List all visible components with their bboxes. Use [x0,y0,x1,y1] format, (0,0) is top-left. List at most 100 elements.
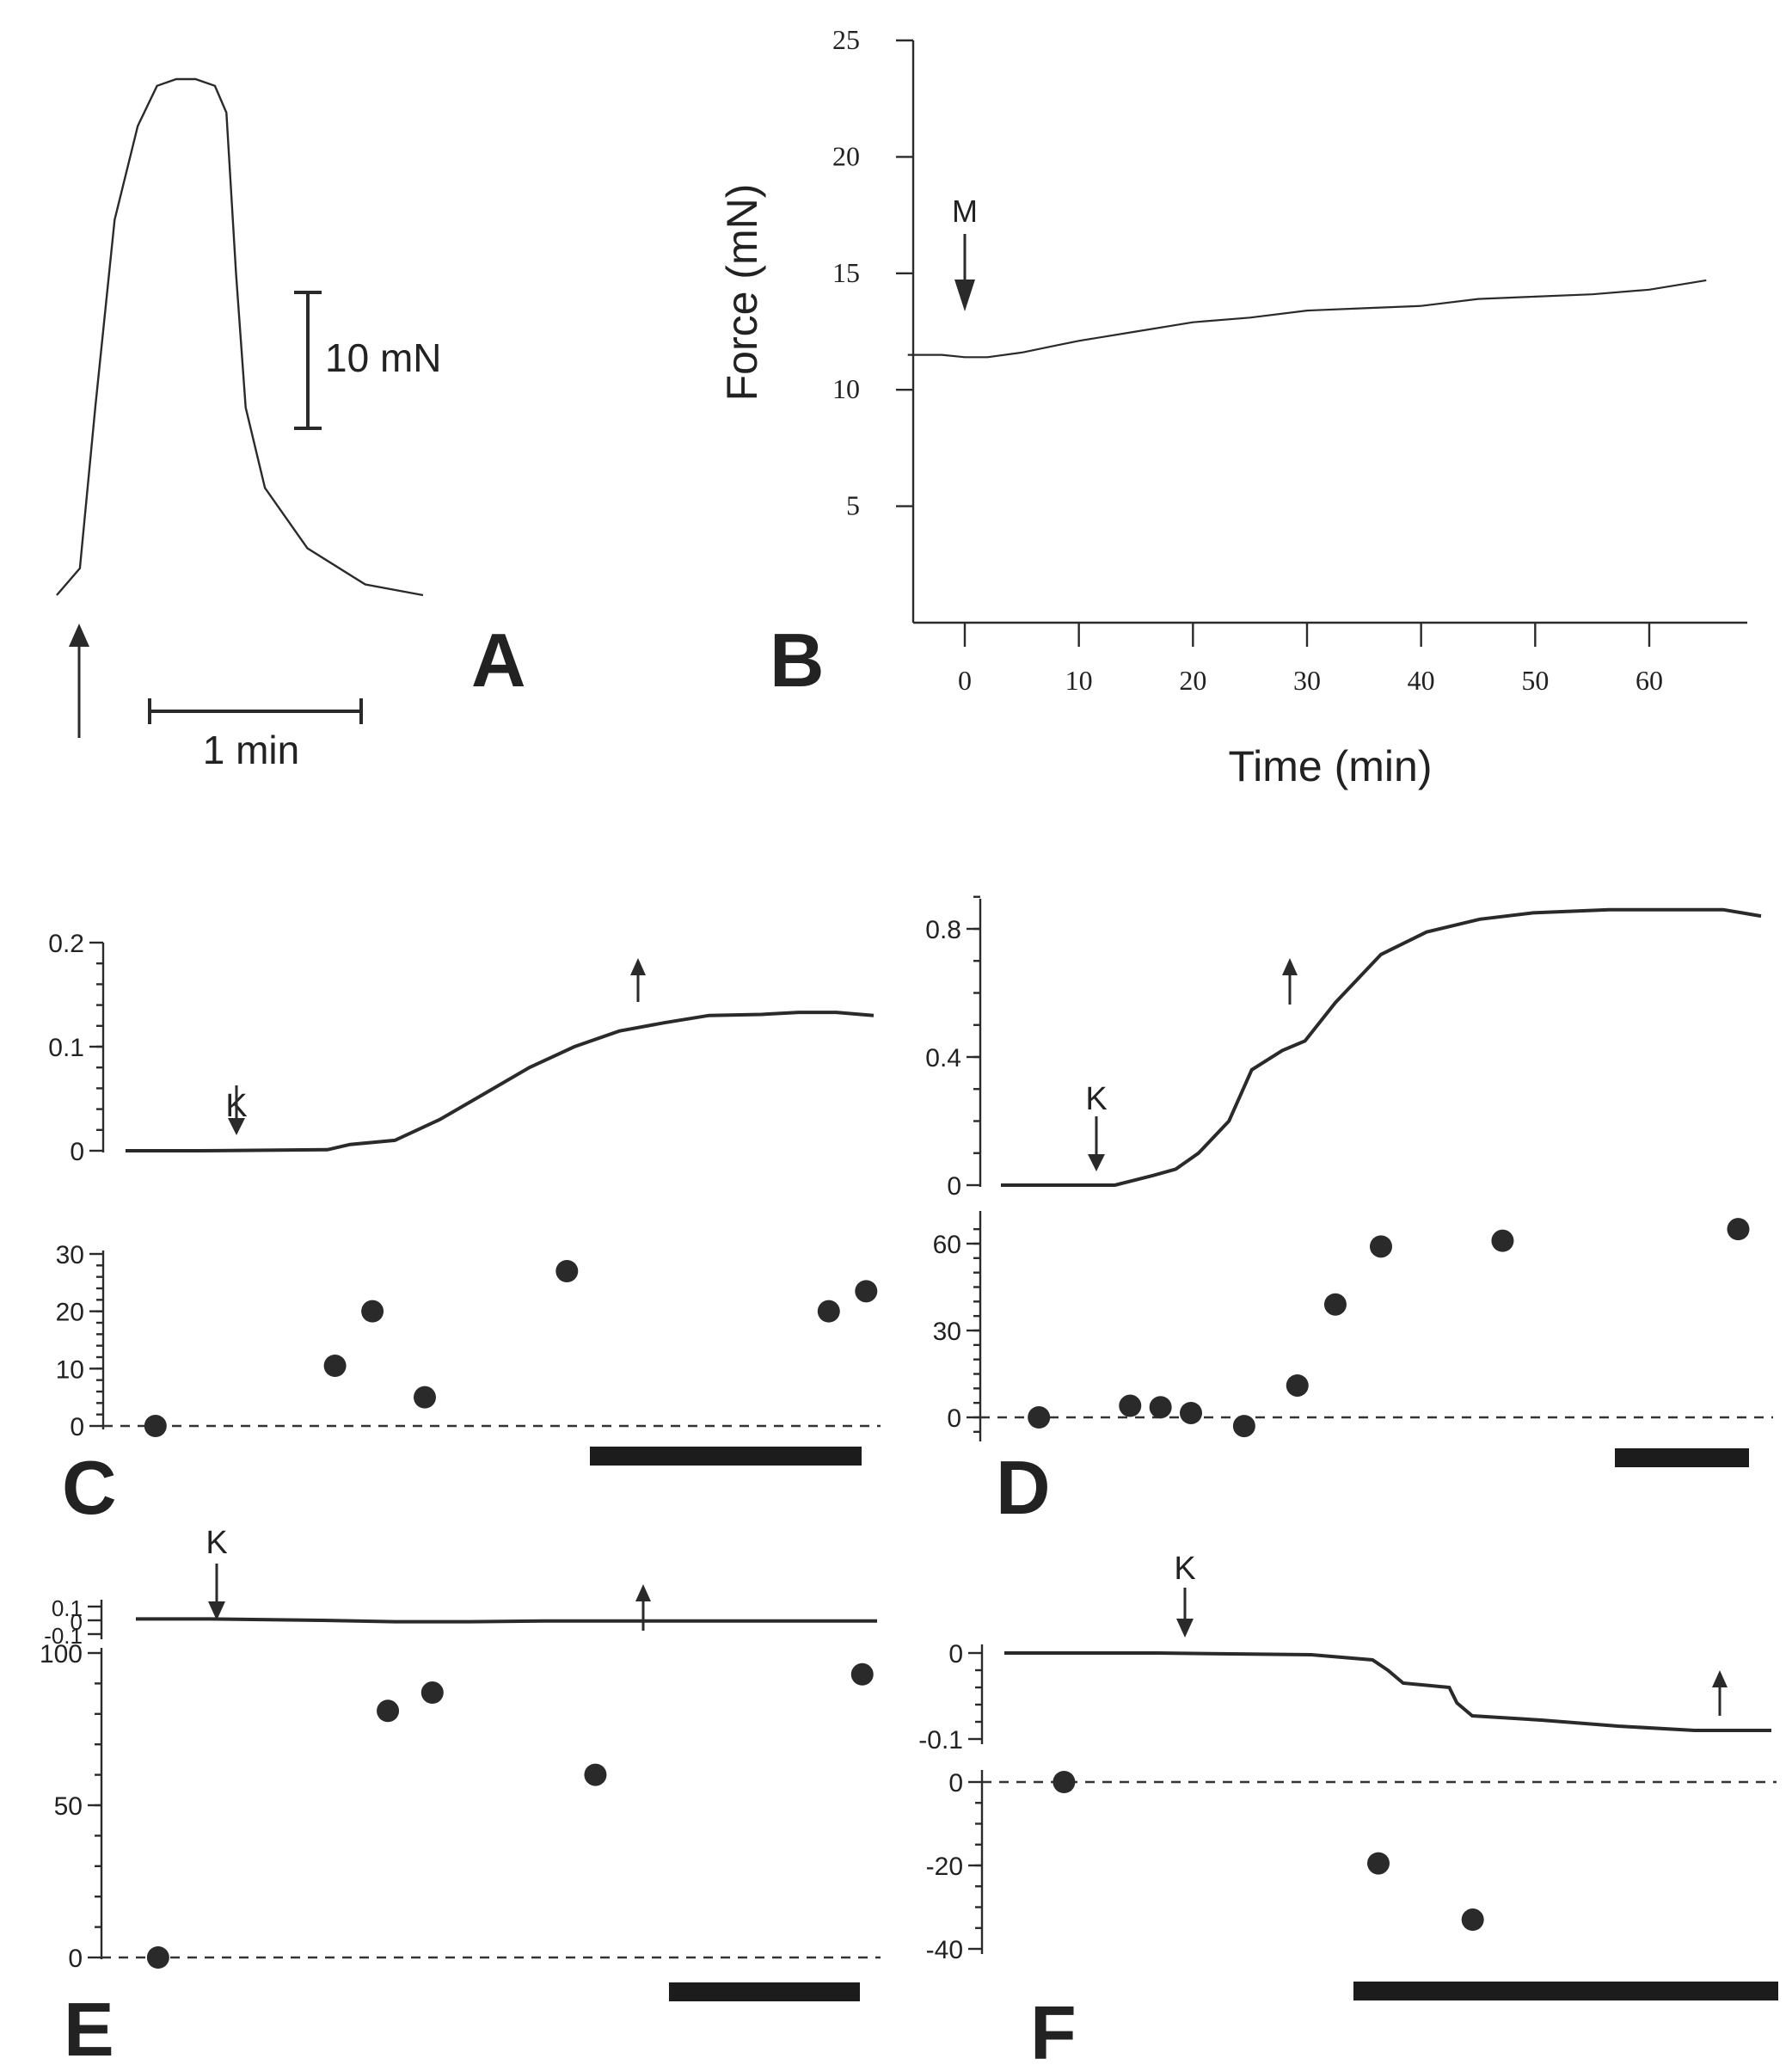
panel-f-bottom-tick-label: 0 [948,1769,963,1798]
panel-d-bottom-ticks: 0 30 60 [933,1227,980,1434]
panel-e-top-tick-label: 0 [71,1609,83,1635]
panel-d-bottom-tick-label: 30 [933,1318,961,1346]
panel-e-point [146,1946,169,1969]
panel-c-washout-arrowhead-icon [630,958,646,975]
panel-b-x-tick-label: 10 [1065,665,1093,696]
panel-d-top-tick-label: 0.8 [925,916,961,944]
panel-d-top-ticks: 0 0.4 0.8 [925,895,980,1201]
panel-d-point [1491,1229,1514,1252]
panel-f: 0 -0.1 K 0 -20 -40 F [918,1551,1778,2071]
panel-f-bottom-tick-label: -40 [926,1936,963,1964]
panel-f-top-tick-label: 0 [948,1640,963,1668]
panel-b-x-tick-label: 30 [1293,665,1321,696]
panel-a-time-scale-label: 1 min [203,728,299,772]
panel-c-point [144,1415,167,1437]
panel-b-marker-arrowhead-icon [954,280,975,311]
panel-d-point [1370,1235,1392,1258]
panel-f-bottom-tick-label: -20 [926,1853,963,1881]
panel-d-point [1232,1415,1255,1438]
panel-c-top-tick-label: 0.1 [48,1034,84,1062]
panel-d-points [1028,1218,1750,1438]
panel-d: 0 0.4 0.8 K 0 30 60 D [925,895,1773,1530]
panel-f-bottom-ticks: 0 -20 -40 [926,1769,982,1964]
panel-e-point [584,1763,607,1786]
panel-a-arrowhead-icon [69,624,89,647]
panel-e-points [146,1662,874,1969]
panel-d-washout-arrowhead-icon [1282,958,1298,975]
panel-d-k-label: K [1085,1081,1107,1117]
panel-c-bottom-ticks: 0 10 20 30 [56,1241,103,1441]
panel-c-point [323,1355,347,1377]
panel-e: 0.10-0.1 K 0 50 100 E [40,1525,881,2071]
panel-b-y-tick-label: 10 [832,373,860,404]
panel-e-bottom-tick-label: 0 [68,1945,83,1973]
panel-b-x-ticks: 0 10 20 30 40 50 60 [958,623,1663,696]
panel-b-y-tick-label: 20 [832,140,860,171]
panel-f-point [1461,1908,1484,1932]
panel-e-bottom-tick-label: 100 [40,1640,83,1668]
panel-e-point [377,1699,400,1723]
panel-d-bottom-tick-label: 60 [933,1231,961,1259]
panel-d-point [1286,1373,1309,1397]
panel-d-k-arrowhead-icon [1088,1154,1105,1171]
panel-d-point [1180,1401,1202,1424]
panel-b-y-tick-label: 5 [846,490,860,521]
panel-a-force-scale-label: 10 mN [325,335,441,380]
panel-label-c: C [62,1445,117,1530]
panel-c-point [855,1280,878,1303]
panel-d-point [1028,1406,1051,1429]
panel-d-top-tick-label: 0.4 [925,1044,961,1072]
panel-c-bottom-tick-label: 20 [56,1299,84,1327]
panel-f-point [1367,1852,1390,1875]
panel-f-points [1052,1771,1484,1932]
panel-f-k-arrowhead-icon [1176,1619,1194,1638]
panel-c-point [555,1260,579,1282]
panel-b-force-line [907,279,1707,359]
panel-d-point [1323,1293,1347,1316]
panel-c-k-arrowhead-icon [228,1118,245,1135]
panel-c-top-tick-label: 0 [70,1138,84,1166]
panel-c-bottom-tick-label: 10 [56,1355,84,1384]
panel-e-time-bar [669,1982,860,2001]
panel-b-x-tick-label: 40 [1408,665,1435,696]
panel-c-points [144,1260,878,1437]
panel-f-point [1052,1771,1076,1793]
panel-label-a: A [471,618,526,703]
panel-b-x-tick-label: 50 [1521,665,1549,696]
panel-d-top-tick-label: 0 [947,1172,961,1201]
panel-f-k-label: K [1174,1551,1195,1587]
panel-e-k-label: K [206,1525,227,1561]
panel-label-b: B [770,618,825,703]
panel-a: 10 mN 1 min A [56,77,526,772]
panel-b-y-tick-label: 15 [832,257,860,288]
panel-label-d: D [996,1445,1051,1530]
panel-c-force-trace [126,1011,875,1152]
panel-b-x-tick-label: 60 [1636,665,1663,696]
panel-f-top-ticks: 0 -0.1 [918,1640,982,1755]
panel-d-point [1727,1218,1750,1241]
panel-f-force-trace [1004,1651,1771,1732]
panel-c-point [414,1386,436,1409]
panel-f-washout-arrowhead-icon [1712,1670,1728,1687]
panel-e-top-ticks: 0.10-0.1 [44,1595,101,1649]
panel-d-point [1149,1396,1172,1419]
panel-d-point [1119,1394,1142,1417]
panel-label-e: E [64,1987,114,2071]
panel-c-top-tick-label: 0.2 [48,930,84,958]
panel-c-bottom-tick-label: 30 [56,1241,84,1269]
panel-b-y-label: Force (mN) [718,184,766,402]
panel-e-point [850,1662,874,1686]
panel-f-time-bar [1353,1982,1778,2000]
panel-label-f: F [1030,1990,1077,2071]
panel-e-point [420,1681,444,1705]
panel-f-top-tick-label: -0.1 [918,1726,963,1755]
panel-c-time-bar [590,1447,862,1466]
panel-e-bottom-ticks: 0 50 100 [40,1640,101,1973]
panel-e-bottom-tick-label: 50 [54,1792,83,1821]
panel-d-force-trace [1001,907,1762,1187]
panel-b-y-tick-label: 25 [832,24,860,55]
panel-c-top-ticks: 0 0.1 0.2 [48,930,103,1166]
panel-b-x-tick-label: 20 [1179,665,1206,696]
